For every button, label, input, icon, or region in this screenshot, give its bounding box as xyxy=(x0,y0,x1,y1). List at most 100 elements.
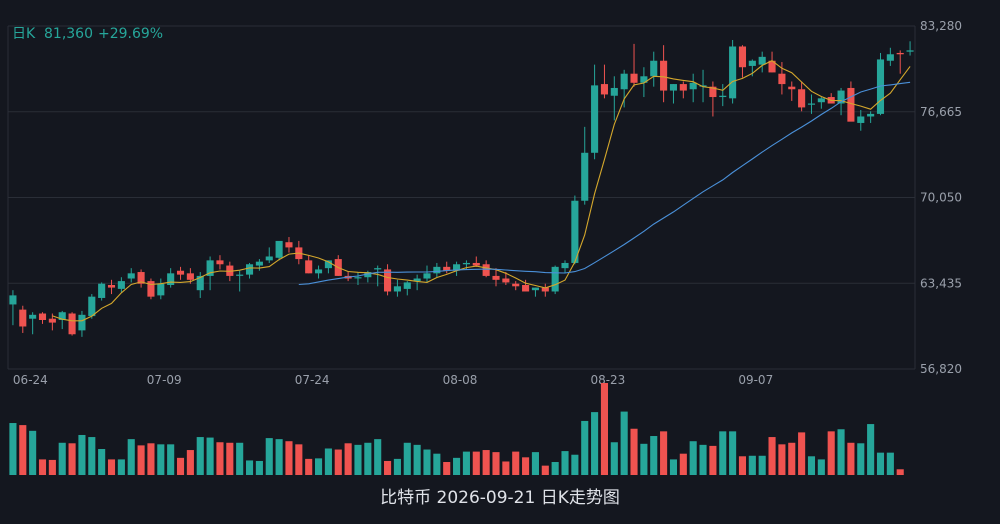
candle-body xyxy=(38,313,47,320)
volume-bar xyxy=(876,452,885,475)
x-tick-label: 06-24 xyxy=(13,373,48,387)
candle-body xyxy=(58,312,66,320)
volume-bar xyxy=(522,457,530,475)
volume-bar xyxy=(591,412,599,475)
price-grid xyxy=(7,25,916,370)
volume-bar xyxy=(117,459,125,475)
volume-bar xyxy=(630,428,638,475)
x-tick-label: 08-23 xyxy=(590,373,625,387)
volume-bar xyxy=(186,450,194,475)
y-tick-label: 76,665 xyxy=(920,105,962,119)
volume-bar xyxy=(344,443,352,475)
candle-body xyxy=(48,318,56,323)
candle-body xyxy=(117,281,125,289)
volume-bar xyxy=(492,452,500,475)
volume-bar xyxy=(216,442,224,475)
volume-bar xyxy=(38,459,47,475)
volume-bar xyxy=(88,437,96,475)
volume-bar xyxy=(660,431,668,475)
candle-body xyxy=(98,283,106,298)
candle-body xyxy=(531,287,539,291)
candle-body xyxy=(462,262,470,265)
volume-bar xyxy=(413,444,421,475)
volume-bar xyxy=(896,469,904,475)
candle-body xyxy=(522,285,530,292)
volume-bar xyxy=(640,443,648,475)
candle-body xyxy=(502,278,510,283)
volume-bar xyxy=(364,442,372,475)
volume-bar xyxy=(462,451,470,475)
last-price: 81,360 xyxy=(44,26,93,42)
candle-body xyxy=(729,46,737,99)
candle-body xyxy=(236,274,244,276)
candle-body xyxy=(196,275,204,291)
volume-bar xyxy=(512,451,520,475)
candle-body xyxy=(758,56,766,65)
volume-bar xyxy=(9,423,17,475)
volume-bar xyxy=(196,437,204,475)
period-label: 日K xyxy=(12,26,36,42)
volume-bar xyxy=(265,438,273,475)
volume-bar xyxy=(472,451,480,475)
candle-body xyxy=(768,60,776,73)
candle-body xyxy=(9,295,17,305)
candle-body xyxy=(610,87,618,96)
x-tick-label: 08-08 xyxy=(443,373,478,387)
candle-body xyxy=(226,265,234,276)
volume-bar xyxy=(768,437,776,475)
volume-bar xyxy=(206,437,214,475)
candle-body xyxy=(433,266,441,274)
candle-body xyxy=(571,200,579,263)
candle-body xyxy=(876,59,885,114)
volume-bar xyxy=(729,431,737,475)
volume-bar xyxy=(334,449,342,475)
candle-body xyxy=(324,260,332,269)
volume-bar xyxy=(78,434,86,475)
candle-body xyxy=(492,275,500,280)
candle-body xyxy=(403,282,411,289)
volume-bar xyxy=(610,442,618,475)
volume-bar xyxy=(255,460,263,475)
candle-body xyxy=(719,95,727,98)
candle-body xyxy=(561,262,569,269)
candle-body xyxy=(245,264,254,275)
candle-body xyxy=(137,272,145,284)
volume-bar xyxy=(403,442,411,475)
volume-bar xyxy=(305,458,313,475)
candle-body xyxy=(541,287,549,292)
volume-bar xyxy=(827,431,835,475)
y-tick-label: 70,050 xyxy=(920,191,962,205)
volume-bar xyxy=(807,456,816,475)
x-axis-labels: 06-24 07-09 07-24 08-08 08-23 09-07 xyxy=(13,373,773,387)
candle-body xyxy=(620,73,628,90)
candle-body xyxy=(157,283,165,296)
candle-body xyxy=(374,268,382,270)
volume-bar xyxy=(867,424,875,475)
candle-body xyxy=(669,84,678,91)
candle-body xyxy=(78,314,86,331)
chart-header: 日K 81,360 +29.69% xyxy=(12,26,163,42)
ma-short-line xyxy=(52,60,911,322)
volume-bars xyxy=(9,383,904,475)
volume-bar xyxy=(788,442,796,475)
volume-bar xyxy=(107,459,116,475)
candle-body xyxy=(107,285,116,288)
volume-bar xyxy=(285,441,293,475)
volume-bar xyxy=(324,448,332,475)
volume-bar xyxy=(689,441,697,475)
candle-body xyxy=(206,260,214,276)
candle-body xyxy=(798,89,806,108)
volume-bar xyxy=(68,443,76,475)
y-tick-label: 63,435 xyxy=(920,276,962,290)
volume-bar xyxy=(157,444,165,475)
volume-bar xyxy=(245,460,254,475)
candle-body xyxy=(600,84,609,95)
candle-body xyxy=(216,260,224,265)
volume-bar xyxy=(738,456,747,475)
volume-bar xyxy=(719,431,727,475)
volume-bar xyxy=(98,449,106,475)
y-tick-label: 56,820 xyxy=(920,362,962,376)
volume-bar xyxy=(374,439,382,475)
candle-body xyxy=(847,87,855,122)
